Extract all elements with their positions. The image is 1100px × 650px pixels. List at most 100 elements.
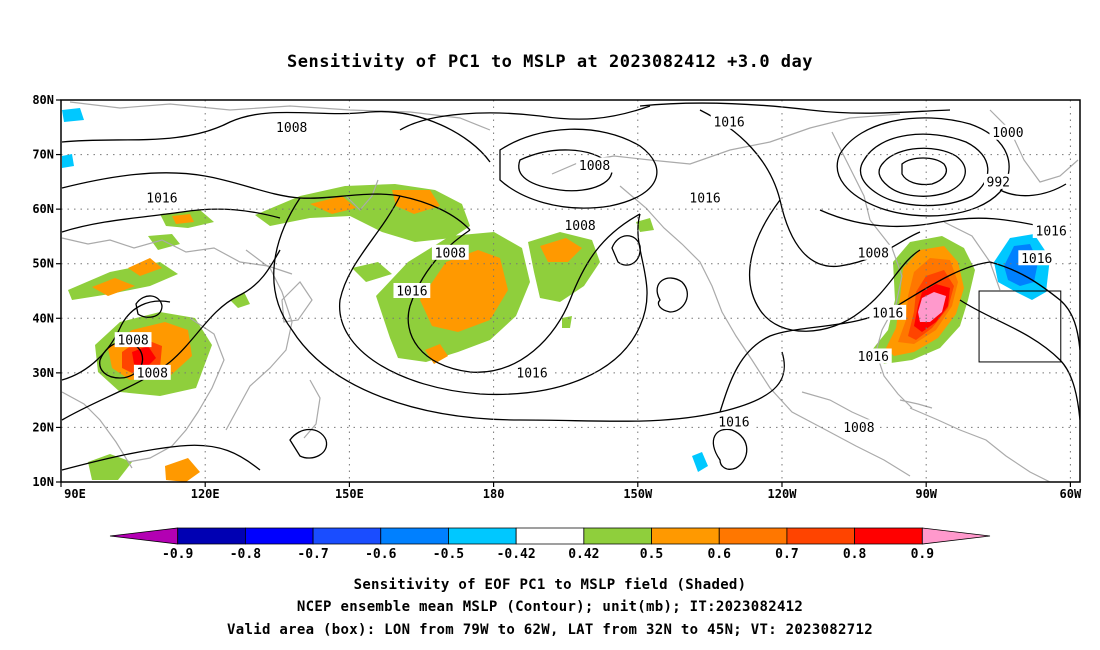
lat-tick-label: 40N	[32, 311, 54, 325]
lon-tick-label: 120E	[191, 487, 220, 501]
valid-area-box	[978, 290, 1062, 363]
negative-sensitivity-region	[692, 452, 708, 472]
map-graphics	[61, 101, 1080, 482]
contour-label: 1016	[872, 306, 903, 321]
positive-sensitivity-region	[425, 344, 448, 364]
contour-label: 1016	[516, 366, 547, 381]
contour-label: 1016	[718, 415, 749, 430]
positive-sensitivity-region	[636, 218, 654, 232]
latitude-axis: 80N 70N 60N 50N 40N 30N 20N 10N	[32, 93, 61, 489]
contour-label: 1008	[435, 246, 466, 261]
caption-line-3: Valid area (box): LON from 79W to 62W, L…	[227, 622, 873, 638]
contour-label: 1016	[1021, 252, 1052, 267]
positive-sensitivity-region	[148, 234, 180, 250]
lat-tick-label: 50N	[32, 257, 54, 271]
lat-tick-label: 80N	[32, 93, 54, 107]
lon-tick-label: 180	[483, 487, 505, 501]
contour-label-bg	[686, 190, 724, 206]
colorbar-label: 0.42	[568, 547, 599, 562]
colorbar-label: -0.7	[297, 547, 328, 562]
positive-sensitivity-region	[128, 258, 162, 276]
positive-sensitivity-region	[392, 190, 440, 214]
colorbar-label: -0.9	[162, 547, 193, 562]
colorbar-label: -0.5	[433, 547, 464, 562]
contour-label-bg	[1018, 250, 1056, 266]
caption-line-1: Sensitivity of EOF PC1 to MSLP field (Sh…	[354, 577, 747, 593]
colorbar-label: 0.7	[775, 547, 798, 562]
colorbar-swatch	[244, 527, 314, 545]
colorbar-swatch	[854, 527, 923, 545]
colorbar-label: 0.6	[707, 547, 731, 562]
contour-label-bg	[854, 244, 892, 260]
colorbar-swatch	[651, 527, 720, 545]
lat-tick-label: 30N	[32, 366, 54, 380]
lon-tick-label: 120W	[768, 487, 798, 501]
colorbar-swatch	[177, 527, 246, 545]
colorbar-swatch	[515, 527, 585, 545]
lon-tick-label: 150E	[335, 487, 364, 501]
colorbar-swatch	[312, 527, 382, 545]
contour-label: 1008	[564, 219, 595, 234]
colorbar-label: 0.9	[911, 547, 934, 562]
contour-label-bg	[513, 364, 551, 380]
colorbar: -0.9 -0.8 -0.7 -0.6 -0.5 -0.42 0.42 0.5 0.6 0.7 0.…	[109, 527, 991, 562]
positive-sensitivity-region	[562, 316, 572, 328]
colorbar-swatch	[718, 527, 788, 545]
colorbar-swatch	[380, 527, 449, 545]
positive-sensitivity-region	[172, 214, 194, 224]
contour-label: 1008	[276, 121, 307, 136]
contour-label-bg	[143, 190, 181, 206]
coastlines	[61, 101, 1079, 482]
lat-tick-label: 60N	[32, 202, 54, 216]
contour-label: 1016	[689, 192, 720, 207]
contour-label-bg	[989, 124, 1027, 140]
colorbar-label: -0.42	[497, 547, 536, 562]
contour-label-bg	[393, 283, 431, 298]
lon-tick-label: 60W	[1060, 487, 1082, 501]
positive-sensitivity-region	[230, 292, 250, 308]
colorbar-label: -0.8	[230, 547, 261, 562]
positive-sensitivity-region	[132, 346, 156, 368]
contour-label: 1016	[713, 115, 744, 130]
contour-label: 1016	[858, 350, 889, 365]
contour-label: 1016	[396, 285, 427, 300]
contour-label-bg	[133, 364, 171, 380]
contour-labels: 1008 1016 1000 1008 992 1016 1016 1008 1016 1008 1…	[114, 113, 1070, 436]
contour-label-bg	[114, 332, 152, 348]
contour-label-bg	[983, 173, 1013, 189]
contour-label: 1008	[858, 246, 889, 261]
negative-sensitivity-region	[62, 108, 84, 122]
colorbar-swatch	[448, 527, 517, 545]
lat-tick-label: 70N	[32, 148, 54, 162]
contour-label-bg	[273, 119, 311, 135]
graticule	[61, 100, 1080, 482]
contour-label: 1008	[579, 159, 610, 174]
positive-sensitivity-region	[918, 292, 946, 322]
lat-tick-label: 10N	[32, 475, 54, 489]
map-panel: 1008 1016 1000 1008 992 1016 1016 1008 1016 1008 1…	[32, 93, 1082, 501]
colorbar-label: 0.8	[843, 547, 867, 562]
positive-sensitivity-region	[165, 458, 200, 482]
figure-title: Sensitivity of PC1 to MSLP at 2023082412…	[287, 52, 813, 72]
contour-label-bg	[840, 419, 878, 435]
positive-sensitivity-region	[92, 278, 135, 296]
caption-line-2: NCEP ensemble mean MSLP (Contour); unit(…	[297, 599, 803, 615]
colorbar-label: 0.5	[640, 547, 663, 562]
contour-label: 1008	[117, 334, 148, 349]
contour-label: 1008	[843, 421, 874, 436]
contour-label: 1000	[992, 126, 1023, 141]
contour-label-bg	[431, 244, 469, 260]
contour-label-bg	[1032, 222, 1070, 238]
positive-sensitivity-region	[352, 262, 392, 282]
colorbar-swatch	[109, 527, 179, 545]
contour-label: 992	[987, 175, 1010, 190]
contour-label: 1016	[1036, 224, 1067, 239]
positive-sensitivity-region	[310, 196, 356, 214]
lon-tick-label: 90W	[915, 487, 937, 501]
colorbar-swatch	[583, 527, 652, 545]
negative-sensitivity-region	[62, 154, 74, 168]
colorbar-swatch	[786, 527, 856, 545]
lat-tick-label: 20N	[32, 420, 54, 434]
contour-label-bg	[576, 157, 613, 173]
